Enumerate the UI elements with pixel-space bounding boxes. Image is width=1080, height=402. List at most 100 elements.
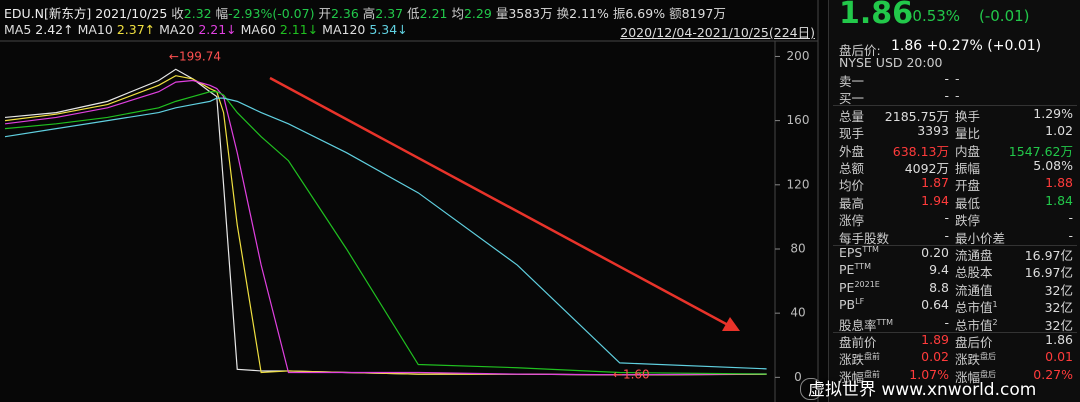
after-value: 1.86 +0.27% (+0.01) <box>891 38 1042 54</box>
legend-value: 2.21↓ <box>198 22 237 37</box>
date: 2021/10/25 <box>95 6 168 21</box>
expand-button[interactable] <box>800 378 822 400</box>
row-value: - <box>944 88 949 104</box>
y-tick-label: 160 <box>787 113 810 127</box>
header-row: EDU.N[新东方] 2021/10/25 收2.32 幅-2.93%(-0.0… <box>4 3 726 22</box>
row-value: 32亿 <box>1044 282 1073 298</box>
row-value: 9.4 <box>929 262 949 278</box>
row-value: 1.84 <box>1045 192 1073 208</box>
row-value: 1.86 <box>1045 332 1073 347</box>
field-value: 2.32 <box>183 6 212 21</box>
row-value: - <box>944 210 949 226</box>
row-label: EPSTTM <box>839 245 879 260</box>
field-value: 2.29 <box>463 6 492 21</box>
field-label: 换 <box>556 6 570 21</box>
row-label-sup: TTM <box>862 245 879 254</box>
row-value: - <box>944 227 949 243</box>
row-value: 1.07% <box>909 366 949 382</box>
row-label-sup: 2021E <box>854 279 880 289</box>
y-tick-label: 120 <box>787 177 810 191</box>
y-tick-label: 0 <box>794 370 802 384</box>
field-label: 低 <box>407 6 420 21</box>
row-label: 涨幅盘后 <box>955 367 996 386</box>
row-label: 总股本 <box>955 262 993 281</box>
field-value: 2.36 <box>330 6 359 21</box>
legend: MA5 2.42↑ MA10 2.37↑ MA20 2.21↓ MA60 2.1… <box>4 22 408 37</box>
row-label: - <box>955 88 960 103</box>
row-label: 外盘 <box>839 141 864 160</box>
row-label-text: PE <box>839 262 855 278</box>
row-separator <box>833 331 1077 333</box>
row-label: PETTM <box>839 262 871 277</box>
row-separator <box>833 244 1077 246</box>
row-value: 638.13万 <box>892 143 949 159</box>
row-label: PBLF <box>839 297 864 312</box>
row-value: 8.8 <box>929 279 949 295</box>
row-label-text: 最高 <box>839 195 865 211</box>
legend-name: MA10 <box>77 22 113 37</box>
row-label: 内盘 <box>955 141 980 160</box>
row-label-text: 股息率 <box>839 317 877 333</box>
row-value: 0.02 <box>921 349 949 365</box>
row-label: 最小价差 <box>955 228 1005 247</box>
row-label-sup: 盘前 <box>864 352 881 362</box>
y-tick-label: 40 <box>790 306 805 320</box>
row-label-sup: LF <box>855 297 865 307</box>
legend-value: 5.34↓ <box>369 22 408 37</box>
legend-value: 2.37↑ <box>116 22 156 37</box>
row-value: 1.02 <box>1045 123 1073 139</box>
row-label: 最高 <box>839 193 864 212</box>
row-value: 32亿 <box>1044 317 1073 333</box>
row-label: 盘前价 <box>839 332 877 351</box>
field-value: -2.93%(-0.07) <box>228 6 315 21</box>
row-label: 均价 <box>839 175 864 194</box>
legend-name: MA20 <box>159 22 195 37</box>
row-label-text: 卖一 <box>839 74 865 89</box>
y-tick-label: 200 <box>787 49 810 63</box>
arrow-head <box>722 317 740 331</box>
row-separator <box>833 105 1077 107</box>
row-value: 1.94 <box>921 192 949 208</box>
row-value: 4092万 <box>904 161 949 176</box>
row-label-sup: 盘后 <box>980 352 997 362</box>
annotation: ←199.74 <box>169 49 221 63</box>
row-label-text: 最小价差 <box>955 230 1006 246</box>
row-label-text: 涨跌 <box>839 352 865 368</box>
row-label: 跌停 <box>955 210 980 229</box>
row-value: 2185.75万 <box>884 108 949 124</box>
row-label-sup: 盘前 <box>864 369 881 379</box>
row-label-text: 总量 <box>839 108 865 124</box>
row-label: 盘后价 <box>955 332 993 351</box>
row-label-text: 均价 <box>839 178 865 194</box>
field-label: 均 <box>451 6 464 21</box>
row-label-text: 内盘 <box>955 143 981 159</box>
row-label-sup: TTM <box>854 262 871 272</box>
row-label-text: 跌停 <box>955 213 981 229</box>
row-label-text: PE <box>839 279 855 295</box>
ma-line <box>4 79 767 376</box>
row-value: 1.87 <box>921 175 949 191</box>
row-label-text: 总市值 <box>955 300 993 316</box>
row-label-text: 流通值 <box>955 282 993 298</box>
row-value: 3393 <box>917 123 949 139</box>
row-value: 16.97亿 <box>1024 248 1073 263</box>
row-value: 0.01 <box>1045 349 1073 365</box>
row-label-text: 最低 <box>955 195 981 211</box>
field-value: 2.11% <box>569 6 609 21</box>
row-value: - <box>1068 210 1073 226</box>
row-label-text: 量比 <box>955 126 981 142</box>
row-label: 涨停 <box>839 210 864 229</box>
row-label-text: 开盘 <box>955 178 981 194</box>
row-label: 买一 <box>839 88 864 107</box>
row-value: 1547.62万 <box>1008 143 1073 159</box>
row-label-text: PB <box>839 297 856 313</box>
row-label-sup: 1 <box>992 300 998 310</box>
ma-line <box>4 97 767 370</box>
row-label-text: - <box>955 71 960 86</box>
annotation: ←1.60 <box>613 367 650 381</box>
ma-line <box>4 91 767 375</box>
row-value: 1.88 <box>1045 175 1073 191</box>
row-label-text: 换手 <box>955 108 981 124</box>
field-value: 6.69% <box>625 6 666 21</box>
